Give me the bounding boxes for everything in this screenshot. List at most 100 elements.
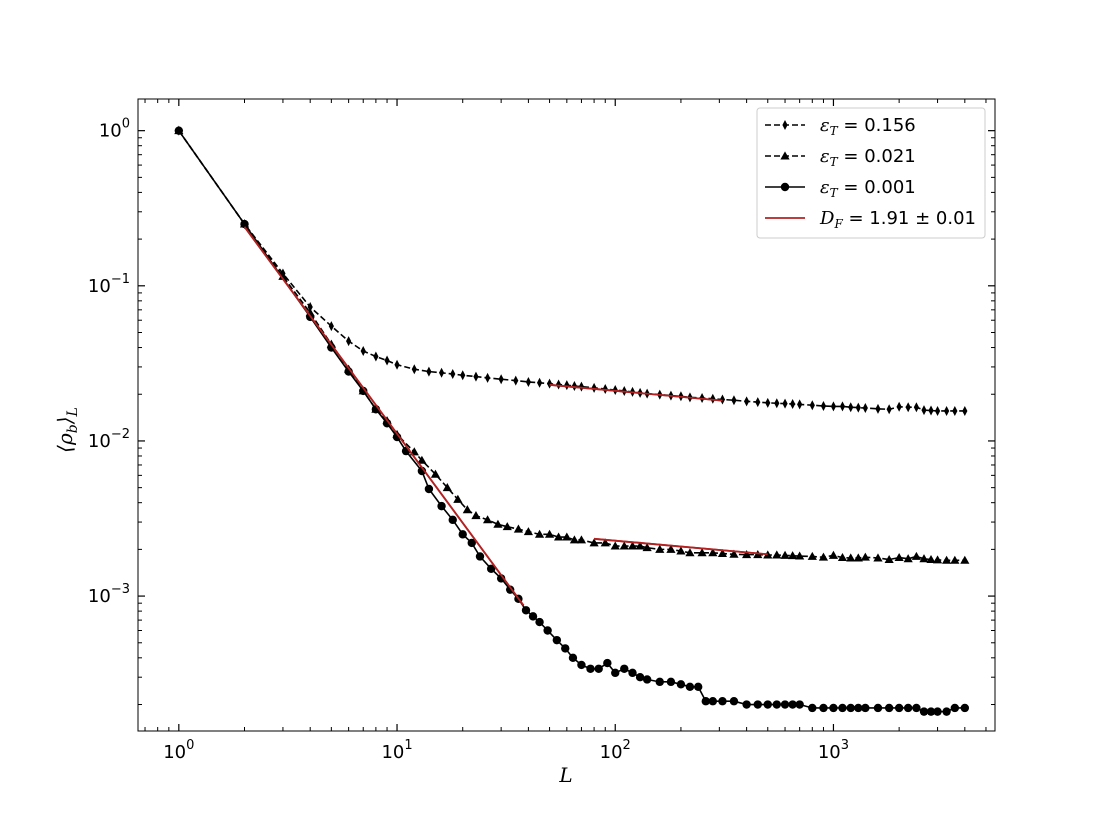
series-3-point <box>676 680 686 689</box>
series-2-point <box>853 553 863 562</box>
legend-marker <box>780 182 790 192</box>
series-2-point <box>569 535 580 544</box>
series-2-point <box>941 555 952 564</box>
series-1-point <box>774 398 780 409</box>
series-1-point <box>839 401 846 412</box>
series-2-point <box>729 549 739 558</box>
series-2-point <box>619 541 629 550</box>
series-1-point <box>934 405 941 416</box>
series-2-point <box>513 524 524 533</box>
series-3-point <box>912 703 921 713</box>
legend-entry-4: DF = 1.91 ± 0.01 <box>765 208 976 231</box>
series-2-point <box>932 555 943 564</box>
series-2-point <box>635 541 645 550</box>
series-3-point <box>685 682 695 692</box>
series-2-point <box>846 553 856 562</box>
series-2-point <box>780 550 790 559</box>
series-3-point <box>586 664 595 673</box>
y-tick-label: 10−3 <box>88 582 130 607</box>
series-3-point <box>854 703 863 713</box>
series-1-point <box>719 394 726 405</box>
series-3-point <box>528 612 538 621</box>
fit-0.156-overlay <box>549 383 723 402</box>
series-3-point <box>819 703 828 713</box>
series-2-point <box>576 535 587 544</box>
series-1-point <box>346 336 352 347</box>
series-3-point <box>942 707 951 716</box>
series-3-point <box>772 700 781 709</box>
x-tick-label: 101 <box>381 738 412 763</box>
series-3-point <box>359 386 368 396</box>
legend-entry-1: εT = 0.156 <box>765 115 916 138</box>
series-1-point <box>513 375 519 386</box>
series-2-point <box>903 554 913 563</box>
series-2-point <box>884 554 894 563</box>
series-1-point <box>820 400 827 411</box>
fit-0.021-overlay <box>594 537 768 556</box>
x-axis-label: L <box>558 763 572 787</box>
y-tick-label: 100 <box>99 117 130 142</box>
series-2-point <box>926 554 936 563</box>
series-1-point <box>875 403 881 414</box>
series-3-point <box>808 703 817 713</box>
series-1-point <box>438 367 445 378</box>
series-2-point <box>837 553 848 562</box>
series-1-point <box>484 372 491 383</box>
series-1-point <box>578 381 585 392</box>
y-tick-label: 10−1 <box>88 272 130 297</box>
series-3-point <box>701 697 710 706</box>
series-2-point <box>534 529 545 538</box>
series-3-point <box>577 660 586 670</box>
series-1-point <box>848 402 854 413</box>
series-2-point <box>502 522 512 531</box>
series-2-point <box>894 553 904 562</box>
series-3-point <box>666 677 676 687</box>
series-1-point <box>473 371 479 382</box>
ticks-layer: 100 101 102 103 100 10−1 10−2 10−3 <box>88 99 995 763</box>
series-3-point <box>873 703 883 713</box>
series-1-point <box>546 378 553 389</box>
series-1-point <box>790 399 796 410</box>
series-3-point <box>919 707 929 716</box>
series-1-point <box>460 370 466 381</box>
series-2-point <box>589 538 599 547</box>
x-tick-label: 103 <box>818 738 849 763</box>
series-2-point <box>919 554 929 563</box>
series-1-point <box>905 402 911 413</box>
series-2-line <box>178 130 965 562</box>
series-1-point <box>855 402 861 413</box>
series-1-point <box>744 396 750 407</box>
series-2-point <box>610 541 620 550</box>
series-3-point <box>521 606 531 615</box>
series-3-point <box>960 703 970 713</box>
series-2-point <box>717 548 728 557</box>
legend-marker <box>782 120 788 130</box>
series-2-point <box>873 553 883 562</box>
series-3-point <box>838 703 847 713</box>
series-2-point <box>807 551 817 560</box>
series-3-point <box>694 682 703 692</box>
legend-label: εT = 0.156 <box>820 115 916 138</box>
plot-frame <box>137 98 996 732</box>
series-2-point <box>453 494 463 503</box>
series-layer <box>174 125 970 716</box>
series-3-point <box>543 626 552 635</box>
series-3-point <box>327 343 336 352</box>
series-2-point <box>960 555 970 564</box>
series-3-point <box>594 664 603 673</box>
series-1-point <box>525 376 532 387</box>
series-3-point <box>611 668 620 678</box>
series-1-point <box>710 393 716 404</box>
series-1-point <box>943 405 950 416</box>
series-3-point <box>708 697 718 706</box>
series-3-point <box>884 703 894 713</box>
series-3-point <box>846 703 855 713</box>
series-1-point <box>886 404 892 415</box>
series-1 <box>176 125 968 416</box>
series-1-point <box>555 379 562 390</box>
series-1-point <box>755 397 761 408</box>
series-2-point <box>471 511 481 520</box>
series-2-point <box>742 550 752 559</box>
series-3-point <box>795 700 804 709</box>
